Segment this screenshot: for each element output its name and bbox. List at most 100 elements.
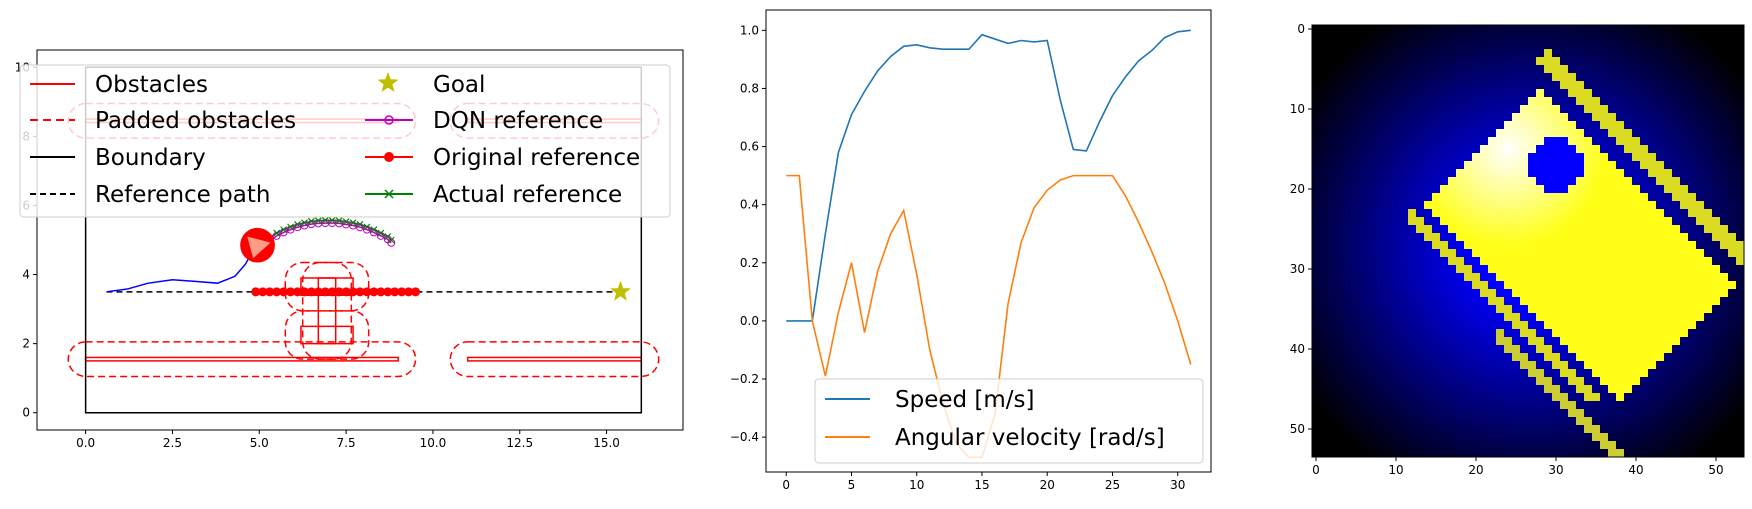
heatmap-cell	[1456, 249, 1465, 258]
heatmap-cell	[1336, 97, 1345, 106]
map-legend-frame	[19, 64, 671, 218]
heatmap-cell	[1576, 441, 1585, 450]
heatmap-cell	[1632, 361, 1641, 370]
heatmap-cell	[1664, 57, 1673, 66]
heatmap-cell	[1600, 441, 1609, 450]
heatmap-cell	[1384, 289, 1393, 298]
heatmap-cell	[1384, 377, 1393, 386]
heatmap-cell	[1552, 441, 1561, 450]
heatmap-cell	[1352, 209, 1361, 218]
heatmap-cell	[1424, 217, 1433, 226]
heatmap-cell	[1672, 313, 1681, 322]
heatmap-cell	[1504, 89, 1513, 98]
heatmap-cell	[1664, 49, 1673, 58]
heatmap-cell	[1512, 345, 1521, 354]
heatmap-cell	[1504, 433, 1513, 442]
heatmap-cell	[1424, 353, 1433, 362]
heatmap-cell	[1552, 321, 1561, 330]
heatmap-cell	[1440, 217, 1449, 226]
heatmap-cell	[1736, 393, 1744, 402]
heatmap-cell	[1464, 321, 1473, 330]
heatmap-cell	[1424, 409, 1433, 418]
heatmap-cell	[1680, 369, 1689, 378]
heatmap-cell	[1688, 49, 1697, 58]
heatmap-cell	[1648, 289, 1657, 298]
heatmap-cell	[1392, 233, 1401, 242]
heatmap-cell	[1600, 161, 1609, 170]
heatmap-cell	[1432, 273, 1441, 282]
heatmap-cell	[1520, 73, 1529, 82]
heatmap-cell	[1672, 233, 1681, 242]
heatmap-cell	[1424, 441, 1433, 450]
heatmap-cell	[1440, 377, 1449, 386]
heatmap-cell	[1656, 25, 1665, 34]
heatmap-cell	[1544, 305, 1553, 314]
heatmap-cell	[1408, 65, 1417, 74]
heatmap-cell	[1512, 305, 1521, 314]
heatmap-cell	[1656, 233, 1665, 242]
heatmap-cell	[1320, 289, 1329, 298]
heatmap-cell	[1632, 425, 1641, 434]
heatmap-cell	[1320, 449, 1329, 457]
heatmap-cell	[1584, 265, 1593, 274]
heatmap-cell	[1320, 305, 1329, 314]
heatmap-cell	[1688, 113, 1697, 122]
heatmap-cell	[1680, 233, 1689, 242]
heatmap-cell	[1720, 25, 1729, 34]
heatmap-cell	[1448, 33, 1457, 42]
heatmap-cell	[1712, 105, 1721, 114]
heatmap-cell	[1600, 393, 1609, 402]
heatmap-cell	[1376, 441, 1385, 450]
heatmap-cell	[1344, 193, 1353, 202]
velocity-y-tick-label: −0.4	[730, 430, 759, 444]
heatmap-cell	[1696, 57, 1705, 66]
heatmap-cell	[1528, 377, 1537, 386]
heatmap-cell	[1320, 201, 1329, 210]
heatmap-cell	[1600, 321, 1609, 330]
heatmap-cell	[1376, 241, 1385, 250]
heatmap-cell	[1624, 81, 1633, 90]
heatmap-cell	[1680, 209, 1689, 218]
heatmap-cell	[1664, 81, 1673, 90]
heatmap-cell	[1656, 121, 1665, 130]
heatmap-cell	[1680, 113, 1689, 122]
heatmap-cell	[1312, 225, 1321, 234]
heatmap-cell	[1672, 89, 1681, 98]
heatmap-cell	[1440, 225, 1449, 234]
heatmap-cell	[1400, 425, 1409, 434]
heatmap-cell	[1352, 41, 1361, 50]
heatmap-cell	[1480, 425, 1489, 434]
heatmap-cell	[1664, 25, 1673, 34]
heatmap-cell	[1488, 393, 1497, 402]
heatmap-cell	[1608, 249, 1617, 258]
heatmap-cell	[1520, 401, 1529, 410]
heatmap-cell	[1368, 177, 1377, 186]
heatmap-cell	[1728, 145, 1737, 154]
heatmap-cell	[1624, 25, 1633, 34]
heatmap-cell	[1336, 353, 1345, 362]
heatmap-cell	[1608, 257, 1617, 266]
heatmap-cell	[1520, 225, 1529, 234]
heatmap-cell	[1672, 161, 1681, 170]
heatmap-cell	[1728, 169, 1737, 178]
heatmap-cell	[1424, 41, 1433, 50]
heatmap-cell	[1704, 257, 1713, 266]
heatmap-cell	[1624, 65, 1633, 74]
heatmap-cell	[1664, 177, 1673, 186]
heatmap-cell	[1320, 121, 1329, 130]
heatmap-cell	[1552, 121, 1561, 130]
heatmap-cell	[1688, 289, 1697, 298]
heatmap-cell	[1376, 201, 1385, 210]
heatmap-cell	[1480, 217, 1489, 226]
heatmap-cell	[1440, 313, 1449, 322]
heatmap-cell	[1504, 73, 1513, 82]
heatmap-cell	[1400, 313, 1409, 322]
heatmap-cell	[1680, 249, 1689, 258]
heatmap-cell	[1680, 73, 1689, 82]
heatmap-cell	[1352, 65, 1361, 74]
heatmap-cell	[1640, 425, 1649, 434]
heatmap-cell	[1616, 273, 1625, 282]
heatmap-cell	[1464, 233, 1473, 242]
heatmap-cell	[1600, 425, 1609, 434]
heatmap-cell	[1488, 217, 1497, 226]
